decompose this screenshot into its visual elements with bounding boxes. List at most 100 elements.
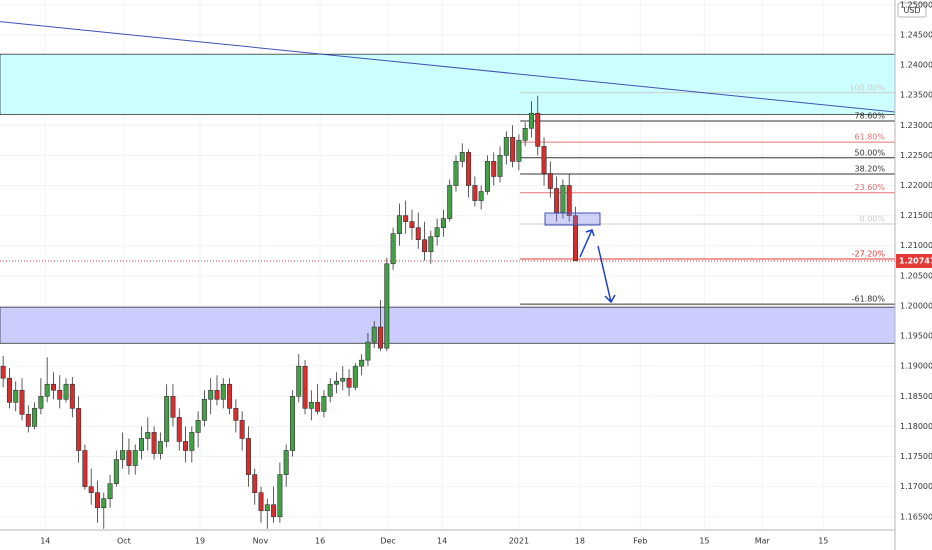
candle-body [547, 173, 553, 189]
y-tick-label: 1.17000 [900, 482, 932, 491]
candle-body [346, 377, 352, 388]
candle-body [503, 137, 509, 156]
candle-body [63, 383, 69, 400]
candle-body [302, 365, 308, 409]
candle-body [258, 492, 264, 512]
candle-body [189, 432, 195, 451]
annotation-box [544, 212, 601, 226]
candle-body [101, 498, 107, 509]
y-tick-label: 1.20500 [900, 271, 932, 280]
candle-body [484, 161, 490, 192]
candle-body [271, 504, 277, 518]
x-tick-label: 2021 [509, 537, 529, 546]
y-tick-label: 1.20000 [900, 301, 932, 310]
candle-body [560, 185, 566, 213]
candle-body [145, 432, 151, 439]
candle-body [478, 191, 484, 201]
candle-body [365, 341, 371, 361]
y-tick-label: 1.23000 [900, 121, 932, 130]
candle-body [176, 417, 182, 442]
candle-body [516, 140, 522, 162]
x-tick-label: 15 [699, 537, 709, 546]
y-tick-label: 1.22500 [900, 151, 932, 160]
fib-label: 61.80% [854, 133, 885, 142]
candle-body [69, 383, 75, 409]
candle-body [214, 389, 220, 400]
fib-label: 78.60% [854, 112, 885, 121]
candle-body [396, 215, 402, 234]
candle-body [195, 420, 201, 433]
candle-body [453, 161, 459, 186]
candle-body [57, 389, 63, 400]
candle-body [510, 137, 516, 162]
x-tick-label: Feb [633, 537, 647, 546]
candle-body [220, 383, 226, 400]
candle-body [13, 389, 19, 403]
candle-body [151, 432, 157, 454]
x-tick-label: 18 [575, 537, 585, 546]
candle-body [88, 486, 94, 493]
candle-body [440, 218, 446, 228]
candle-body [32, 408, 38, 427]
candle-body [566, 185, 572, 216]
candle-body [82, 450, 88, 487]
candle-body [415, 227, 421, 241]
y-tick-label: 1.19000 [900, 362, 932, 371]
candle-body [25, 414, 31, 427]
y-tick-label: 1.19500 [900, 332, 932, 341]
x-tick-label: 19 [195, 537, 205, 546]
candle-body [466, 152, 472, 186]
y-tick-label: 1.21500 [900, 211, 932, 220]
candle-body [289, 395, 295, 451]
candle-body [422, 239, 428, 253]
y-tick-label: 1.21000 [900, 241, 932, 250]
candle-body [252, 474, 258, 493]
candle-body [308, 402, 314, 409]
candle-body [403, 215, 409, 222]
candle-body [522, 127, 528, 141]
candle-body [390, 233, 396, 265]
fib-label: 0.00% [860, 215, 886, 224]
candle-body [183, 441, 189, 451]
x-tick-label: Mar [755, 537, 771, 546]
y-tick-label: 1.25000 [900, 0, 932, 9]
currency-box[interactable] [897, 2, 927, 18]
currency: USD [903, 6, 920, 15]
candle-body [38, 395, 44, 409]
candle-body [277, 474, 283, 518]
y-tick-label: 1.23500 [900, 91, 932, 100]
candle-body [359, 359, 365, 367]
candle-body [384, 263, 390, 349]
y-tick-label: 1.17500 [900, 452, 932, 461]
candle-body [208, 389, 214, 400]
candle-body [132, 450, 138, 466]
candle-body [333, 380, 339, 385]
candle-body [94, 492, 100, 509]
fib-label: 50.00% [854, 148, 885, 157]
fib-label: 23.60% [854, 183, 885, 192]
candle-body [321, 395, 327, 412]
price-tag-label: 1.20747 [899, 256, 932, 265]
candle-body [201, 399, 207, 421]
zone [0, 53, 896, 115]
candle-body [283, 450, 289, 475]
x-tick-label: 14 [40, 537, 50, 546]
y-tick-label: 1.24000 [900, 61, 932, 70]
candle-body [447, 185, 453, 219]
zone [0, 306, 896, 344]
candle-body [497, 155, 503, 177]
candle-body [227, 383, 233, 409]
candle-body [107, 483, 113, 499]
arrow-up [579, 229, 595, 258]
candle-body [472, 185, 478, 201]
y-tick-label: 1.16500 [900, 512, 932, 521]
candle-body [164, 395, 170, 442]
candle-body [239, 420, 245, 439]
candle-body [572, 215, 578, 262]
fib-label: -27.20% [852, 249, 886, 258]
price-tag [896, 253, 932, 268]
y-tick-label: 1.18500 [900, 392, 932, 401]
y-tick-label: 1.18000 [900, 422, 932, 431]
candle-body [44, 383, 50, 397]
